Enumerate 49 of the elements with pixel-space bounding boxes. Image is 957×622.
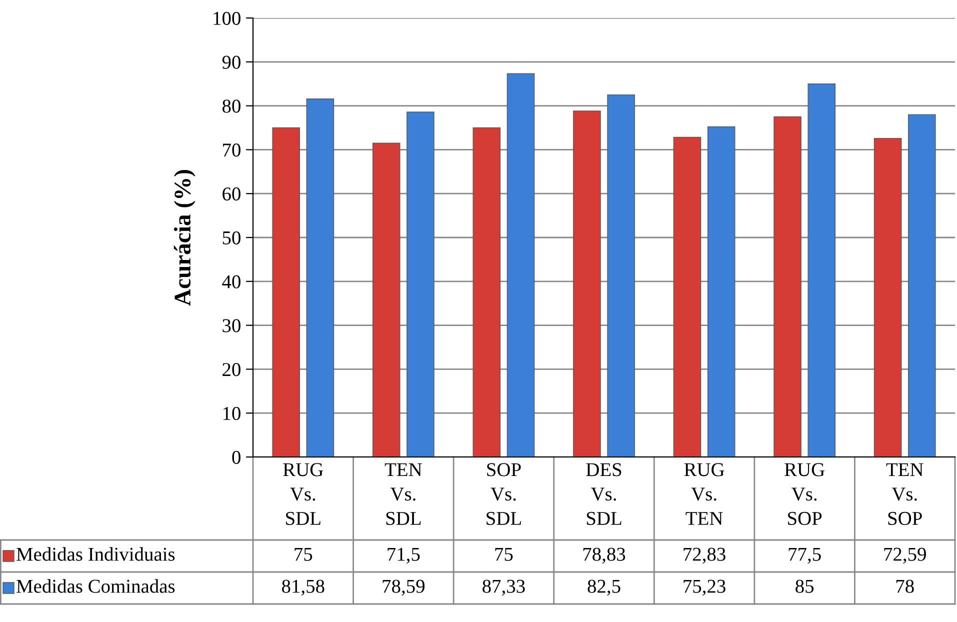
data-label: 72,59 — [884, 548, 926, 564]
y-tick-label: 10 — [223, 406, 240, 420]
legend-label: Medidas Cominadas — [16, 579, 175, 593]
bar — [607, 94, 635, 457]
bar — [774, 116, 802, 457]
data-label: 78,83 — [583, 548, 626, 564]
y-tick-label: 60 — [222, 187, 240, 201]
legend-label: Medidas Individuais — [16, 547, 175, 561]
y-tick-label: 50 — [222, 231, 240, 244]
bar — [306, 98, 334, 457]
x-tick-label: RUG Vs. SDL — [283, 463, 324, 525]
y-tick-label: 100 — [214, 12, 240, 25]
data-label: 77,5 — [788, 548, 821, 564]
y-tick-label: 70 — [223, 144, 240, 157]
bar — [372, 142, 400, 457]
y-tick-label: 80 — [222, 100, 240, 113]
y-tick-label: 30 — [222, 319, 240, 332]
data-label: 72,83 — [684, 548, 726, 564]
bar — [406, 112, 434, 457]
data-label: 75 — [495, 548, 513, 561]
data-label: 78,59 — [382, 580, 425, 596]
bar — [908, 114, 936, 457]
x-tick-label: RUG Vs. SOP — [784, 463, 824, 525]
bar — [673, 136, 702, 457]
bar — [472, 127, 501, 457]
data-label: 71,5 — [388, 548, 420, 564]
y-tick-label: 40 — [222, 275, 240, 288]
data-label: 75,23 — [684, 580, 726, 596]
bar — [506, 73, 535, 457]
y-tick-label: 90 — [222, 56, 240, 69]
data-label: 78 — [896, 580, 914, 593]
y-tick-label: 20 — [222, 363, 240, 376]
x-tick-label: DES Vs. SDL — [586, 463, 622, 525]
x-tick-label: TEN Vs. SDL — [384, 463, 422, 525]
data-label: 81,58 — [282, 580, 324, 596]
bar — [573, 110, 601, 457]
x-tick-label: TEN Vs. SOP — [886, 463, 924, 525]
bar — [707, 126, 736, 457]
x-tick-label: RUG Vs. TEN — [684, 463, 724, 525]
data-label: 82,5 — [588, 580, 620, 596]
bar — [272, 127, 300, 457]
data-label: 87,33 — [482, 580, 525, 596]
x-tick-label: SOP Vs. SDL — [486, 463, 521, 525]
data-label: 85 — [796, 580, 814, 593]
bar — [874, 138, 902, 457]
y-axis-title: Acurácia (%) — [174, 170, 196, 306]
y-tick-label: 0 — [232, 450, 240, 464]
data-label: 75 — [294, 548, 312, 561]
bar — [808, 84, 836, 457]
